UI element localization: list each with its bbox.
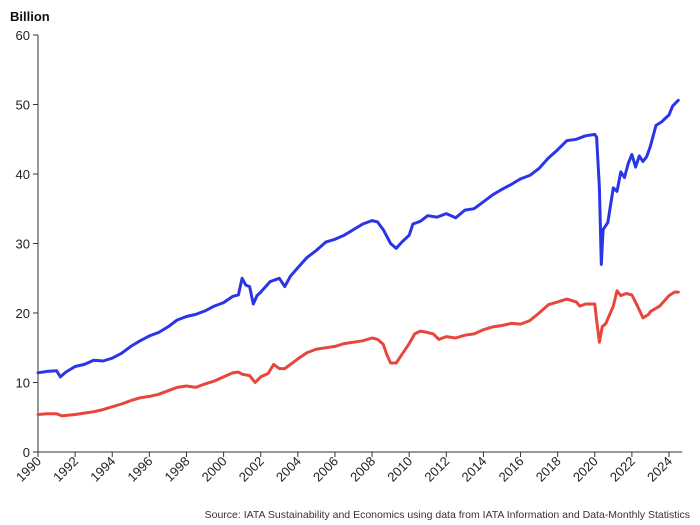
y-tick-label: 0 [23, 445, 30, 460]
y-axis: 0 10 20 30 40 50 60 [16, 28, 39, 460]
x-tick-label: 2002 [236, 454, 267, 485]
y-axis-unit-label: Billion [10, 9, 50, 24]
y-tick-label: 30 [16, 237, 30, 252]
x-tick-label: 1998 [162, 454, 193, 485]
x-tick-label: 2024 [644, 454, 675, 485]
x-tick-label: 2018 [533, 454, 564, 485]
x-tick-label: 2008 [347, 454, 378, 485]
x-tick-label: 1996 [124, 454, 155, 485]
x-tick-label: 2004 [273, 454, 304, 485]
x-axis: 1990 1992 1994 1996 1998 2000 2002 2004 2006 2008… [13, 451, 682, 485]
x-tick-label: 2020 [570, 454, 601, 485]
series-line-2 [36, 289, 680, 418]
y-tick-label: 10 [16, 376, 30, 391]
y-tick-label: 50 [16, 98, 30, 113]
x-tick-label: 1990 [13, 454, 44, 485]
y-tick-label: 60 [16, 28, 30, 43]
y-tick-label: 40 [16, 167, 30, 182]
x-tick-label: 1994 [87, 454, 118, 485]
series-line-1 [36, 98, 680, 379]
x-tick-label: 2006 [310, 454, 341, 485]
source-note: Source: IATA Sustainability and Economic… [205, 509, 690, 521]
x-tick-label: 2022 [607, 454, 638, 485]
x-tick-label: 2016 [496, 454, 527, 485]
series-layer [36, 98, 680, 418]
y-tick-label: 20 [16, 306, 30, 321]
x-tick-label: 2014 [458, 454, 489, 485]
x-tick-label: 1992 [50, 454, 81, 485]
x-tick-label: 2012 [421, 454, 452, 485]
x-tick-label: 2000 [199, 454, 230, 485]
x-tick-label: 2010 [384, 454, 415, 485]
